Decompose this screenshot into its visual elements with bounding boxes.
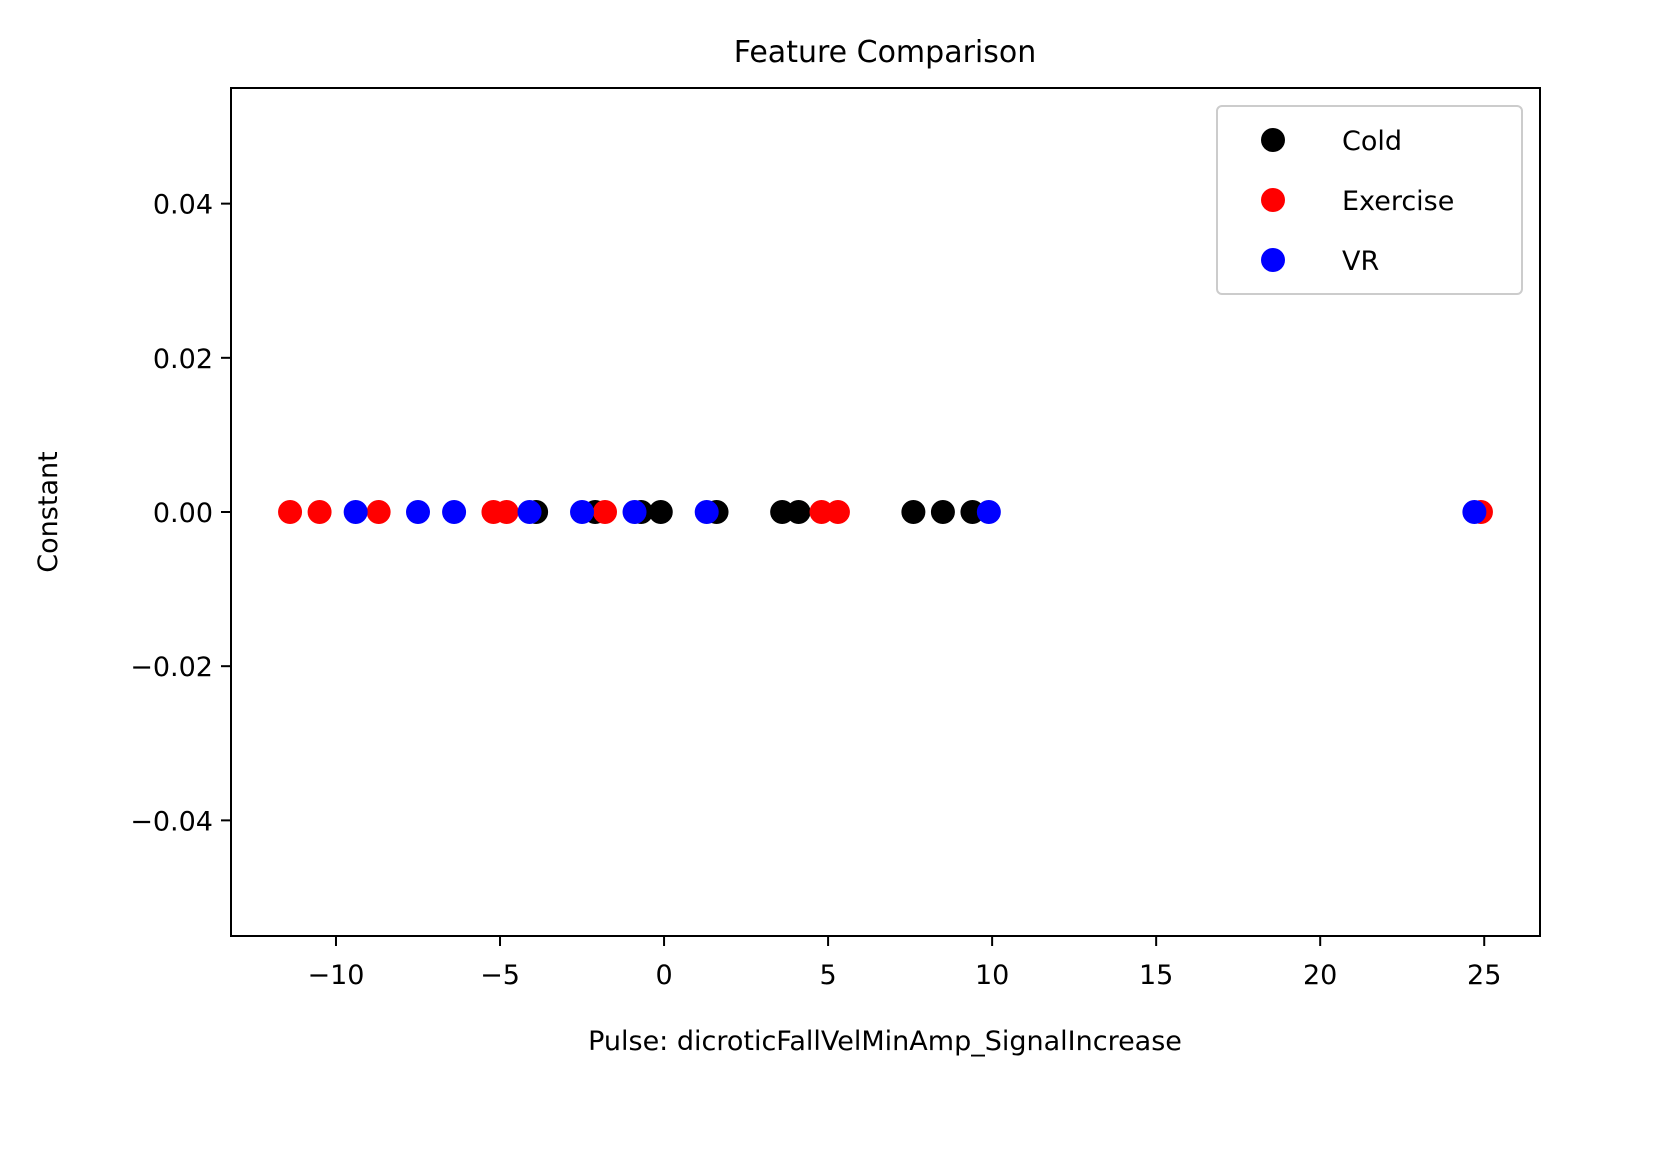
data-point-cold xyxy=(901,500,926,524)
data-point-vr xyxy=(622,500,647,524)
data-point-exercise xyxy=(825,500,850,524)
legend-label-exercise: Exercise xyxy=(1342,186,1454,217)
data-point-exercise xyxy=(809,500,834,524)
data-point-cold xyxy=(786,500,811,524)
data-point-cold xyxy=(648,500,673,524)
x-axis-label: Pulse: dicroticFallVelMinAmp_SignalIncre… xyxy=(588,1026,1182,1057)
data-point-vr xyxy=(343,500,368,524)
y-tick-label: −0.02 xyxy=(130,652,213,683)
x-tick-label: 10 xyxy=(975,960,1009,991)
x-tick-label: −10 xyxy=(307,960,364,991)
x-tick-label: 20 xyxy=(1303,960,1337,991)
data-point-vr xyxy=(406,500,430,524)
chart-title: Feature Comparison xyxy=(734,35,1037,70)
y-tick-label: 0.00 xyxy=(153,498,213,529)
data-point-vr xyxy=(442,500,467,524)
data-point-exercise xyxy=(366,500,391,524)
x-tick-label: 25 xyxy=(1467,960,1501,991)
legend-label-cold: Cold xyxy=(1342,126,1402,157)
legend-marker-exercise xyxy=(1261,188,1285,212)
data-point-vr xyxy=(570,500,595,524)
x-tick-label: 15 xyxy=(1139,960,1173,991)
y-axis: 0.04 0.02 0.00 −0.02 −0.04 xyxy=(130,190,231,837)
data-point-exercise xyxy=(307,500,332,524)
data-point-cold xyxy=(930,500,955,524)
data-point-vr xyxy=(694,500,719,524)
x-tick-label: 0 xyxy=(655,960,672,991)
data-point-vr xyxy=(1462,500,1487,524)
x-tick-label: 5 xyxy=(819,960,836,991)
data-point-cold xyxy=(960,500,985,524)
y-tick-label: 0.04 xyxy=(153,190,213,221)
data-point-exercise xyxy=(278,500,303,524)
y-tick-label: 0.02 xyxy=(153,344,213,375)
legend-label-vr: VR xyxy=(1342,246,1379,277)
data-point-vr xyxy=(976,500,1001,524)
data-point-vr xyxy=(517,500,542,524)
data-point-cold xyxy=(770,500,795,524)
legend-marker-vr xyxy=(1261,248,1285,272)
legend-box xyxy=(1216,105,1523,295)
data-point-exercise xyxy=(494,500,519,524)
plot-area xyxy=(278,500,1493,524)
y-tick-label: −0.04 xyxy=(130,806,213,837)
legend-marker-cold xyxy=(1261,128,1285,152)
y-axis-label: Constant xyxy=(33,451,64,572)
x-tick-label: −5 xyxy=(480,960,520,991)
x-axis: −10 −5 0 5 10 15 20 25 xyxy=(307,936,1501,991)
legend: Cold Exercise VR xyxy=(1216,105,1523,295)
data-point-exercise xyxy=(593,500,617,524)
